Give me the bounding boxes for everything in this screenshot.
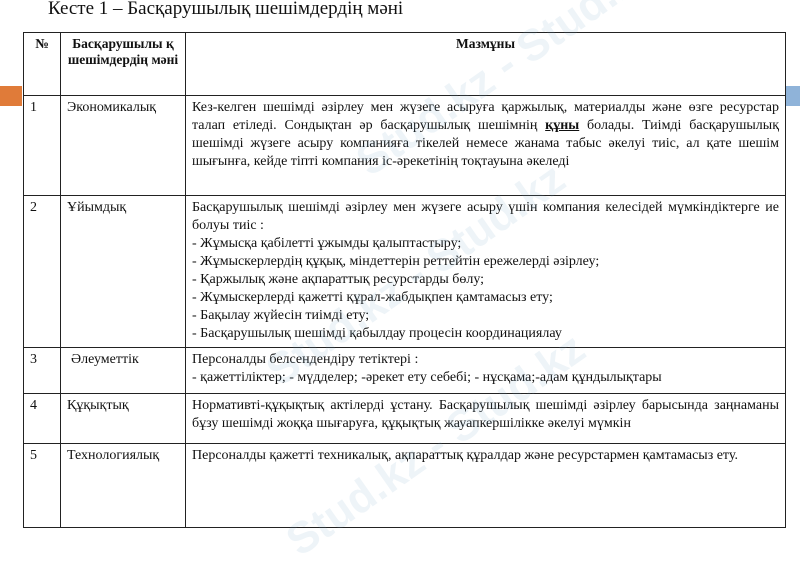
table-row: 3 Әлеуметтік Персоналды белсендендіру те…	[23, 347, 786, 394]
left-accent-bar	[0, 86, 22, 106]
table-row: 4 Құқықтық Нормативті-құқықтық актілерді…	[23, 393, 786, 444]
content-line: - Қаржылық және ақпараттық ресурстарды б…	[192, 272, 485, 287]
header-name: Басқарушылы қ шешімдердің мәні	[60, 32, 186, 96]
row-name: Құқықтық	[60, 393, 186, 444]
decisions-table: № Басқарушылы қ шешімдердің мәні Мазмұны…	[23, 32, 786, 528]
row-content: Персоналды қажетті техникалық, ақпаратты…	[185, 443, 786, 528]
row-num: 3	[23, 347, 61, 394]
table-row: 2 Ұйымдық Басқарушылық шешімді әзірлеу м…	[23, 195, 786, 348]
content-line: - Жұмыскерлерді қажетті құрал-жабдықпен …	[192, 290, 553, 305]
content-text: болады. Тиімді басқарушылық шешімді жүзе…	[192, 118, 779, 169]
content-line: Басқарушылық шешімді әзірлеу мен жүзеге …	[192, 200, 779, 233]
table-caption: Кесте 1 – Басқарушылық шешімдердің мәні	[48, 0, 404, 19]
content-bold-word: құны	[545, 118, 580, 133]
row-content: Персоналды белсендендіру тетіктері : - қ…	[185, 347, 786, 394]
row-name: Технологиялық	[60, 443, 186, 528]
content-text: Кез-келген шешімді әзірлеу мен жүзеге ас…	[192, 100, 779, 133]
row-name: Экономикалық	[60, 95, 186, 196]
content-line: - Жұмысқа қабілетті ұжымды қалыптастыру;	[192, 236, 462, 251]
header-row: № Басқарушылы қ шешімдердің мәні Мазмұны	[23, 32, 786, 96]
row-content: Нормативті-құқықтық актілерді ұстану. Ба…	[185, 393, 786, 444]
table-row: 5 Технологиялық Персоналды қажетті техни…	[23, 443, 786, 528]
row-num: 5	[23, 443, 61, 528]
content-line: - Бақылау жүйесін тиімді ету;	[192, 308, 370, 323]
row-num: 1	[23, 95, 61, 196]
content-line: - Басқарушылық шешімді қабылдау процесін…	[192, 326, 562, 341]
row-name: Ұйымдық	[60, 195, 186, 348]
content-line: - қажеттіліктер; - мүдделер; -әрекет ету…	[192, 370, 662, 385]
header-content: Мазмұны	[185, 32, 786, 96]
header-num: №	[23, 32, 61, 96]
row-num: 4	[23, 393, 61, 444]
content-line: - Жұмыскерлердің құқық, міндеттерін ретт…	[192, 254, 600, 269]
right-accent-bar	[786, 86, 800, 106]
content-line: Персоналды белсендендіру тетіктері :	[192, 352, 419, 367]
row-content: Басқарушылық шешімді әзірлеу мен жүзеге …	[185, 195, 786, 348]
table-row: 1 Экономикалық Кез-келген шешімді әзірле…	[23, 95, 786, 196]
row-name: Әлеуметтік	[60, 347, 186, 394]
row-num: 2	[23, 195, 61, 348]
row-content: Кез-келген шешімді әзірлеу мен жүзеге ас…	[185, 95, 786, 196]
